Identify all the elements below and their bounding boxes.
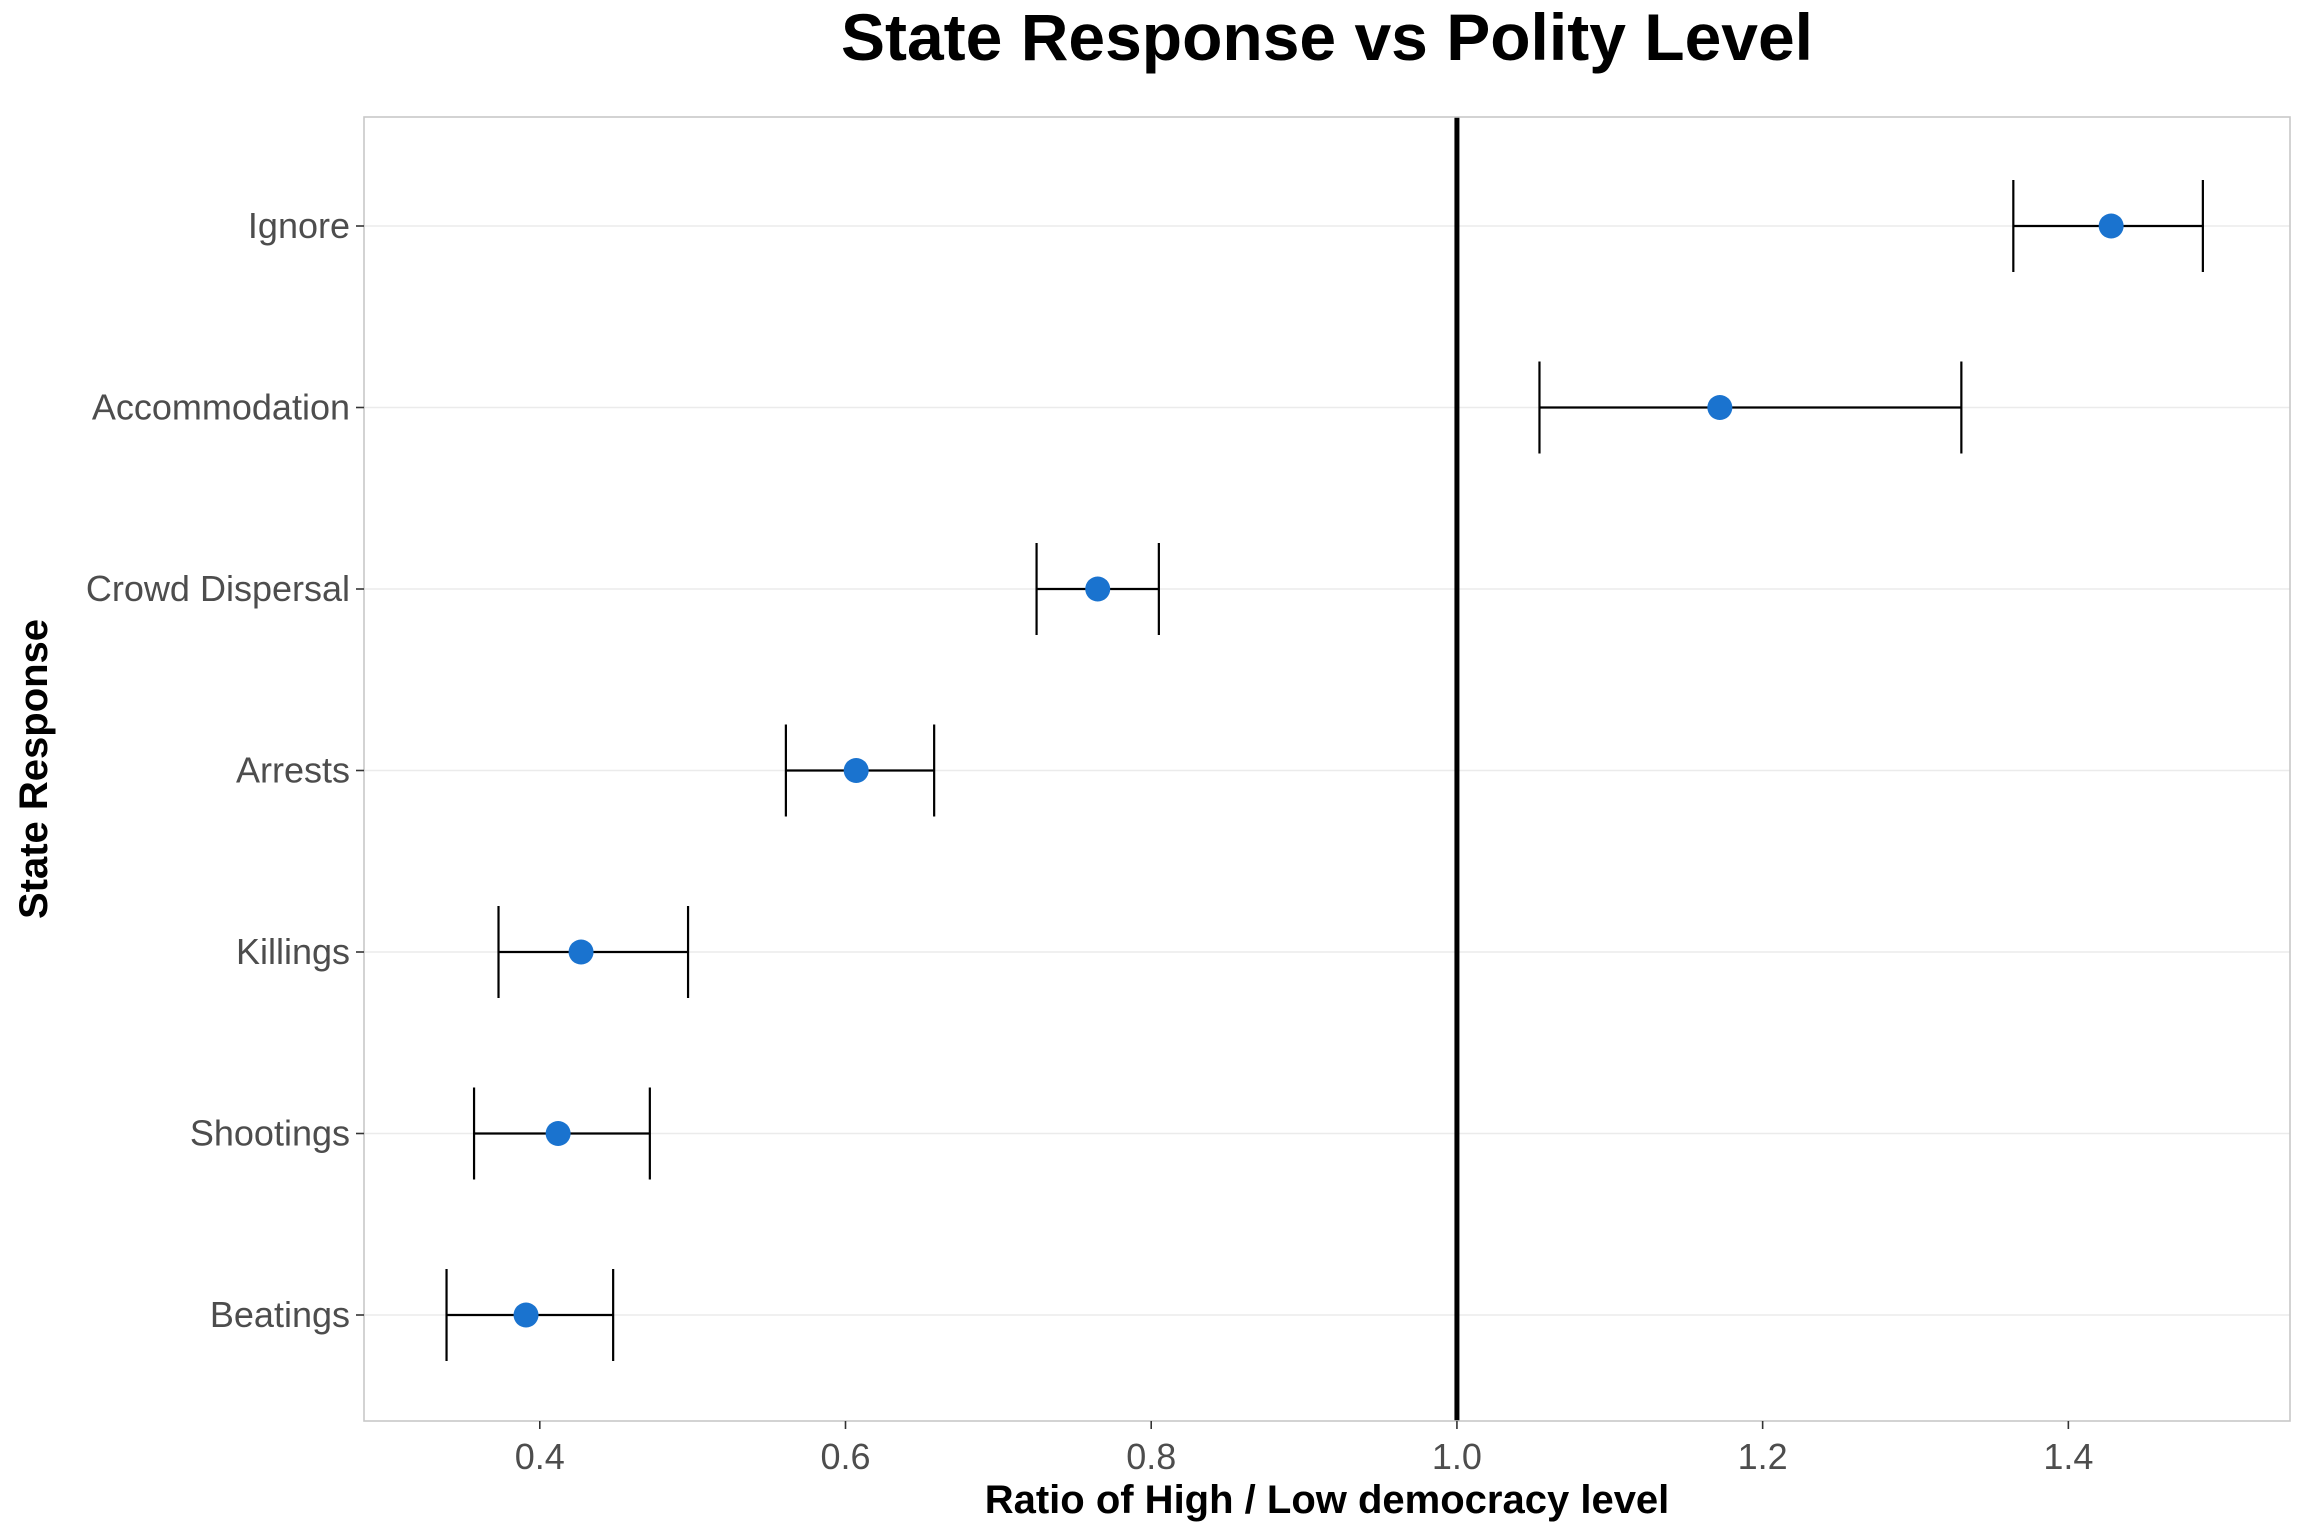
x-tick-label: 0.6 [820, 1436, 870, 1477]
data-point [2098, 213, 2124, 239]
data-point [1085, 576, 1111, 602]
y-tick-label: Arrests [236, 750, 350, 791]
data-point [545, 1121, 571, 1146]
x-tick-label: 0.8 [1126, 1436, 1176, 1477]
y-tick-labels: Ignore Accommodation Crowd Dispersal Arrest… [86, 205, 364, 1335]
data-point [1707, 395, 1733, 420]
x-axis-title: Ratio of High / Low democracy level [985, 1478, 1670, 1522]
y-tick-label: Beatings [210, 1294, 350, 1335]
x-tick-label: 0.4 [515, 1436, 565, 1477]
x-tick-label: 1.2 [1738, 1436, 1788, 1477]
data-points [513, 213, 2124, 1328]
plot-panel [363, 116, 2291, 1422]
y-tick-label: Ignore [248, 205, 350, 246]
y-tick-label: Killings [236, 931, 350, 972]
x-tick-labels: 0.4 0.6 0.8 1.0 1.2 1.4 [515, 1421, 2093, 1477]
y-axis-title: State Response [12, 619, 56, 919]
panel-border [363, 116, 2291, 1422]
y-tick-label: Accommodation [92, 387, 350, 428]
chart-title: State Response vs Polity Level [841, 0, 1813, 74]
y-tick-label: Crowd Dispersal [86, 568, 350, 609]
y-tick-label: Shootings [190, 1113, 350, 1154]
x-tick-label: 1.0 [1432, 1436, 1482, 1477]
x-tick-label: 1.4 [2043, 1436, 2093, 1477]
grid-lines [364, 225, 2290, 1316]
data-point [843, 758, 869, 783]
data-point [513, 1302, 539, 1328]
data-point [568, 939, 594, 965]
